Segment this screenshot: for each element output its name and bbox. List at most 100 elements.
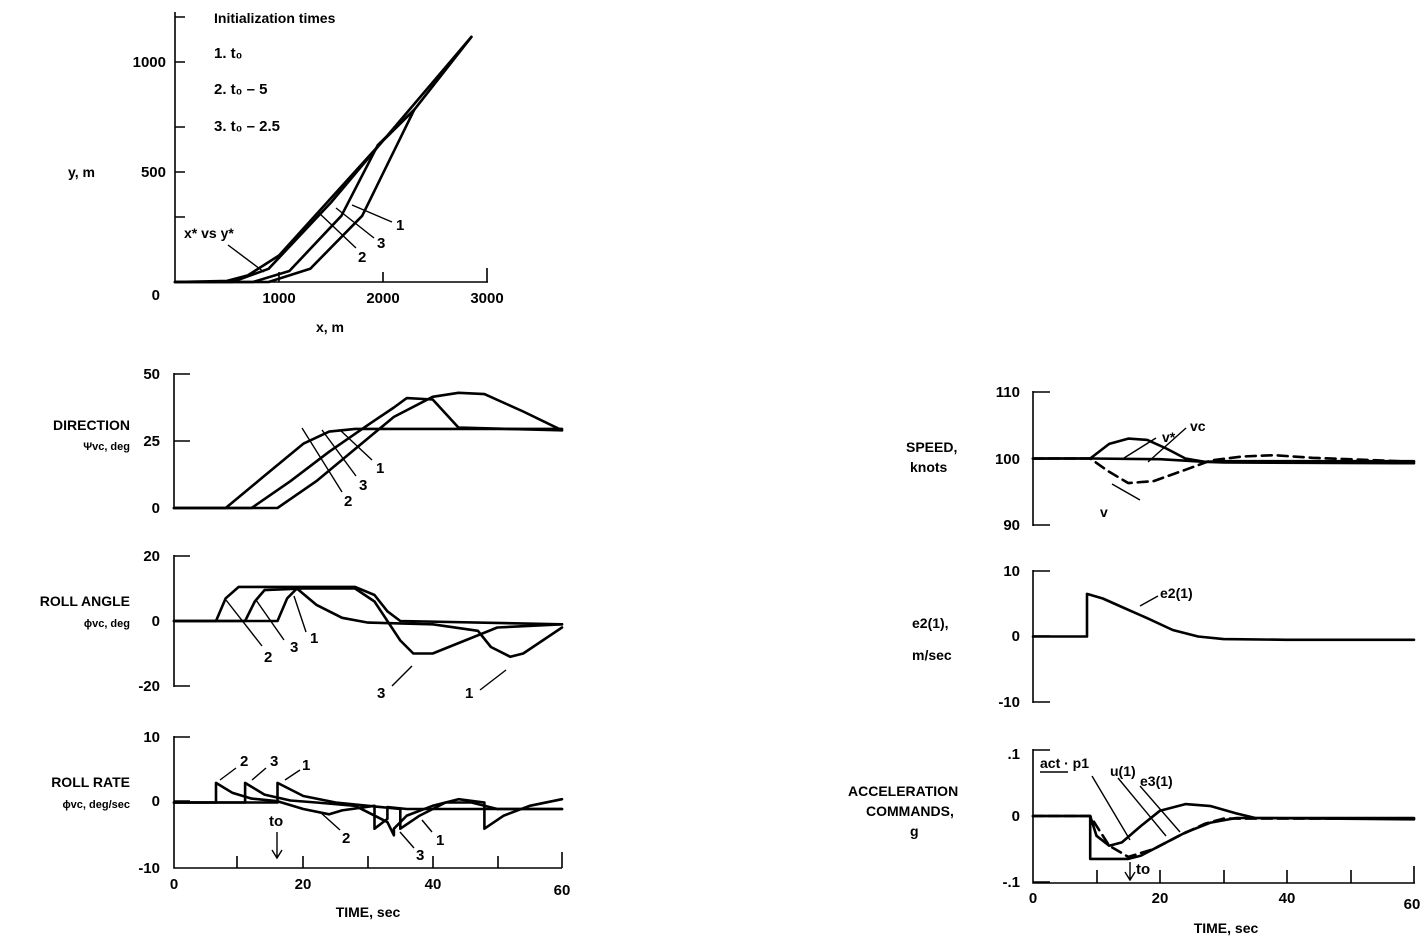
dir-ysub: Ψvc, deg xyxy=(83,441,130,453)
traj-ticks xyxy=(175,16,488,282)
e2-series-e2-1 xyxy=(1031,592,1416,642)
acc-series-act-p1 xyxy=(1031,814,1416,861)
speed-ytick-110: 110 xyxy=(996,384,1020,401)
speed-ylabel: SPEED, xyxy=(906,439,957,455)
dir-ticks xyxy=(174,373,190,509)
rate-xtick-20: 20 xyxy=(295,876,312,893)
rate-ytick-neg10: -10 xyxy=(138,860,160,877)
traj-series-3 xyxy=(173,108,416,284)
rate-curve-label-1b: 1 xyxy=(436,832,444,849)
dir-ytick-50: 50 xyxy=(143,366,160,383)
traj-series-1 xyxy=(173,35,473,284)
traj-curve-label-1: 1 xyxy=(396,217,404,234)
traj-ytick-500: 500 xyxy=(141,164,166,181)
rate-leader-1 xyxy=(284,769,301,781)
e2-ysub: m/sec xyxy=(912,647,952,663)
roll-ytick-0: 0 xyxy=(152,613,160,630)
traj-leader-2 xyxy=(317,211,357,249)
roll-ylabel: ROLL ANGLE xyxy=(40,593,130,609)
traj-curve-label-2: 2 xyxy=(358,249,366,266)
traj-legend-item-3: 3. t₀ – 2.5 xyxy=(214,118,280,135)
traj-legend-item-1: 1. t₀ xyxy=(214,45,242,62)
panel-acceleration: .1 0 -.1 0 20 40 60 TIME, sec ACCELERATI… xyxy=(848,746,1420,936)
acc-marker-arrow xyxy=(1124,862,1136,882)
e2-ytick-0: 0 xyxy=(1012,628,1020,645)
dir-series-2 xyxy=(172,427,564,510)
rate-ysub: ϕvc, deg/sec xyxy=(62,799,130,811)
rate-leader-2 xyxy=(219,767,237,781)
traj-legend-title: Initialization times xyxy=(214,10,336,26)
traj-xtick-3000: 3000 xyxy=(470,290,503,307)
speed-curve-label-v: v xyxy=(1100,504,1108,520)
acc-ytick-0: 0 xyxy=(1012,808,1020,825)
speed-ytick-100: 100 xyxy=(995,451,1020,468)
panel-roll-rate: 10 0 -10 0 20 40 60 TIME, sec ROLL RATE … xyxy=(51,729,570,920)
rate-series-1 xyxy=(172,781,564,830)
roll-leader-3b xyxy=(391,665,413,687)
roll-series-2 xyxy=(172,585,564,626)
rate-curve-label-3b: 3 xyxy=(416,847,424,864)
dir-curve-label-3: 3 xyxy=(359,477,367,494)
dir-series-1 xyxy=(172,391,564,510)
rate-marker-arrow xyxy=(271,832,283,860)
roll-curve-label-1b: 1 xyxy=(465,685,473,702)
e2-ytick-10: 10 xyxy=(1003,563,1020,580)
acc-series-e3-1 xyxy=(1031,814,1416,859)
rate-xtick-60: 60 xyxy=(554,882,571,899)
dir-ylabel: DIRECTION xyxy=(53,417,130,433)
roll-leader-1b xyxy=(479,669,507,691)
roll-series-1 xyxy=(172,587,564,659)
e2-ytick-neg10: -10 xyxy=(998,694,1020,711)
acc-leader-act xyxy=(1091,775,1131,841)
e2-ylabel: e2(1), xyxy=(912,615,949,631)
acc-ytick-0.1: .1 xyxy=(1007,746,1020,763)
roll-leader-2 xyxy=(225,599,263,647)
panel-trajectory: 1000 500 0 1000 2000 3000 y, m x, m Init… xyxy=(68,10,504,335)
traj-xtick-1000: 1000 xyxy=(262,290,295,307)
roll-ytick-neg20: -20 xyxy=(138,678,160,695)
acc-ysub: g xyxy=(910,823,919,839)
e2-leader xyxy=(1139,595,1159,607)
rate-xlabel: TIME, sec xyxy=(336,904,401,920)
rate-ylabel: ROLL RATE xyxy=(51,774,130,790)
speed-leader-v xyxy=(1111,483,1141,501)
acc-ylabel2: COMMANDS, xyxy=(866,803,954,819)
speed-curve-label-vstar: v* xyxy=(1162,429,1176,445)
panel-direction: 50 25 0 DIRECTION Ψvc, deg 1 2 3 xyxy=(53,366,384,517)
acc-series-u-1 xyxy=(1031,802,1416,847)
rate-marker-label: to xyxy=(269,813,283,830)
rate-ytick-0: 0 xyxy=(152,793,160,810)
roll-curve-label-3b: 3 xyxy=(377,685,385,702)
traj-xlabel: x, m xyxy=(316,319,344,335)
rate-leader-1b xyxy=(421,819,433,833)
traj-curve-label-3: 3 xyxy=(377,235,385,252)
speed-ytick-90: 90 xyxy=(1003,517,1020,534)
acc-ylabel: ACCELERATION xyxy=(848,783,958,799)
roll-leader-1 xyxy=(293,595,307,633)
dir-leader-1 xyxy=(339,429,373,461)
rate-leader-3b xyxy=(399,831,415,849)
acc-marker-label: to xyxy=(1136,861,1150,878)
traj-ytick-0: 0 xyxy=(152,287,160,304)
roll-ytick-20: 20 xyxy=(143,548,160,565)
dir-series-3 xyxy=(172,396,564,510)
acc-leader-u xyxy=(1117,777,1167,837)
acc-curve-label-u: u(1) xyxy=(1110,763,1136,779)
rate-series-3 xyxy=(172,781,564,837)
dir-curve-label-1: 1 xyxy=(376,460,384,477)
dir-curve-label-2: 2 xyxy=(344,493,352,510)
rate-curve-label-2: 2 xyxy=(240,753,248,770)
rate-leader-3 xyxy=(251,767,267,781)
traj-xtick-2000: 2000 xyxy=(366,290,399,307)
roll-curve-label-1: 1 xyxy=(310,630,318,647)
acc-legend-act-p1: act · p1 xyxy=(1040,755,1089,771)
traj-series-x-vs-y xyxy=(173,35,473,284)
speed-curve-label-vc: vc xyxy=(1190,418,1206,434)
traj-ylabel: y, m xyxy=(68,164,95,180)
curves-layer xyxy=(172,35,1416,861)
traj-leader-1 xyxy=(351,204,393,223)
rate-leader-2b xyxy=(319,811,341,831)
traj-legend-item-2: 2. t₀ – 5 xyxy=(214,81,267,98)
dir-ytick-0: 0 xyxy=(152,500,160,517)
